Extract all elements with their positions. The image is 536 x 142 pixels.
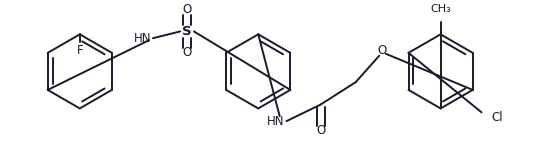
Text: O: O [182, 3, 192, 16]
Text: CH₃: CH₃ [430, 4, 451, 14]
Text: O: O [377, 44, 386, 57]
Text: S: S [182, 25, 192, 38]
Text: Cl: Cl [492, 111, 503, 124]
Text: HN: HN [133, 32, 151, 45]
Text: O: O [182, 46, 192, 59]
Text: HN: HN [267, 115, 285, 128]
Text: O: O [316, 124, 325, 137]
Text: F: F [77, 44, 83, 57]
